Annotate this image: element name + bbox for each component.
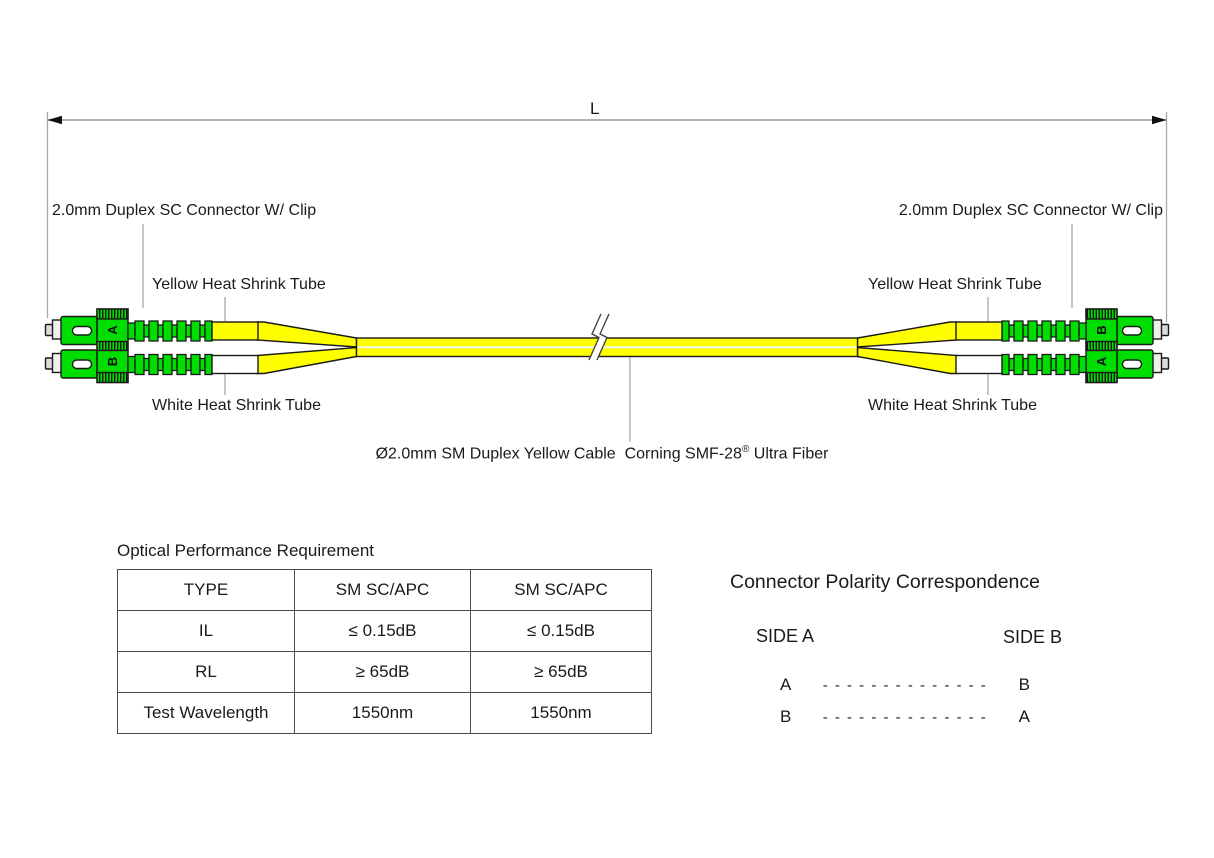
polarity-side-a-label: SIDE A (756, 626, 815, 646)
arrowhead-left (47, 115, 62, 125)
table-row: TYPE SM SC/APC SM SC/APC (117, 569, 652, 611)
table-cell: SM SC/APC (470, 569, 652, 611)
registered-trademark-symbol: ® (741, 444, 750, 455)
table-cell: SM SC/APC (294, 569, 471, 611)
polarity-row: B - - - - - - - - - - - - - - A (780, 707, 1030, 727)
arrowhead-right (1152, 115, 1167, 125)
table-row: IL ≤ 0.15dB ≤ 0.15dB (117, 610, 652, 652)
table-cell: TYPE (117, 569, 295, 611)
polarity-to-letter: A (1018, 707, 1030, 726)
polarity-from-letter: A (780, 675, 792, 694)
table-cell: ≥ 65dB (470, 651, 652, 693)
white-tube-label-left: White Heat Shrink Tube (152, 397, 321, 414)
table-cell: ≥ 65dB (294, 651, 471, 693)
clip-letter-right-bottom: A (1094, 356, 1109, 366)
construction-lines (46, 112, 1168, 442)
table-cell: 1550nm (294, 692, 471, 734)
white-tube-label-right: White Heat Shrink Tube (868, 397, 1037, 414)
cable-break-symbol (588, 313, 610, 361)
dimension-arrowheads (47, 115, 1167, 125)
polarity-dashes: - - - - - - - - - - - - - - (822, 676, 988, 694)
table-row: Test Wavelength 1550nm 1550nm (117, 692, 652, 734)
clip-letter-left-bottom: B (105, 357, 120, 366)
connector-label-left: 2.0mm Duplex SC Connector W/ Clip (52, 202, 317, 219)
cable-spec-text-tail: Ultra Fiber (749, 445, 829, 463)
polarity-title: Connector Polarity Correspondence (730, 571, 1041, 593)
clip-letters: A B B A (105, 325, 1109, 367)
yellow-tube-label-left: Yellow Heat Shrink Tube (152, 276, 326, 293)
length-dimension-label: L (590, 99, 600, 118)
connector-label-right: 2.0mm Duplex SC Connector W/ Clip (898, 202, 1163, 219)
cable-spec-text: Ø2.0mm SM Duplex Yellow Cable Corning SM… (375, 445, 742, 463)
polarity-row: A - - - - - - - - - - - - - - B (780, 675, 1030, 695)
table-cell: ≤ 0.15dB (294, 610, 471, 652)
polarity-side-b-label: SIDE B (1003, 627, 1063, 647)
polarity-from-letter: B (780, 707, 792, 726)
clip-letter-left-top: A (105, 325, 120, 335)
sc-duplex-connector-left (46, 309, 259, 383)
optical-performance-title: Optical Performance Requirement (117, 541, 375, 560)
table-cell: 1550nm (470, 692, 652, 734)
table-row: RL ≥ 65dB ≥ 65dB (117, 651, 652, 693)
polarity-to-letter: B (1018, 675, 1030, 694)
table-cell: Test Wavelength (117, 692, 295, 734)
table-cell: RL (117, 651, 295, 693)
optical-performance-table: TYPE SM SC/APC SM SC/APC IL ≤ 0.15dB ≤ 0… (117, 569, 652, 734)
clip-letter-right-top: B (1094, 325, 1109, 334)
yellow-tube-label-right: Yellow Heat Shrink Tube (868, 276, 1042, 293)
duplex-cable (256, 321, 958, 375)
polarity-dashes: - - - - - - - - - - - - - - (822, 708, 988, 726)
table-cell: IL (117, 610, 295, 652)
table-cell: ≤ 0.15dB (470, 610, 652, 652)
cable-spec-label: Ø2.0mm SM Duplex Yellow Cable Corning SM… (352, 444, 852, 463)
